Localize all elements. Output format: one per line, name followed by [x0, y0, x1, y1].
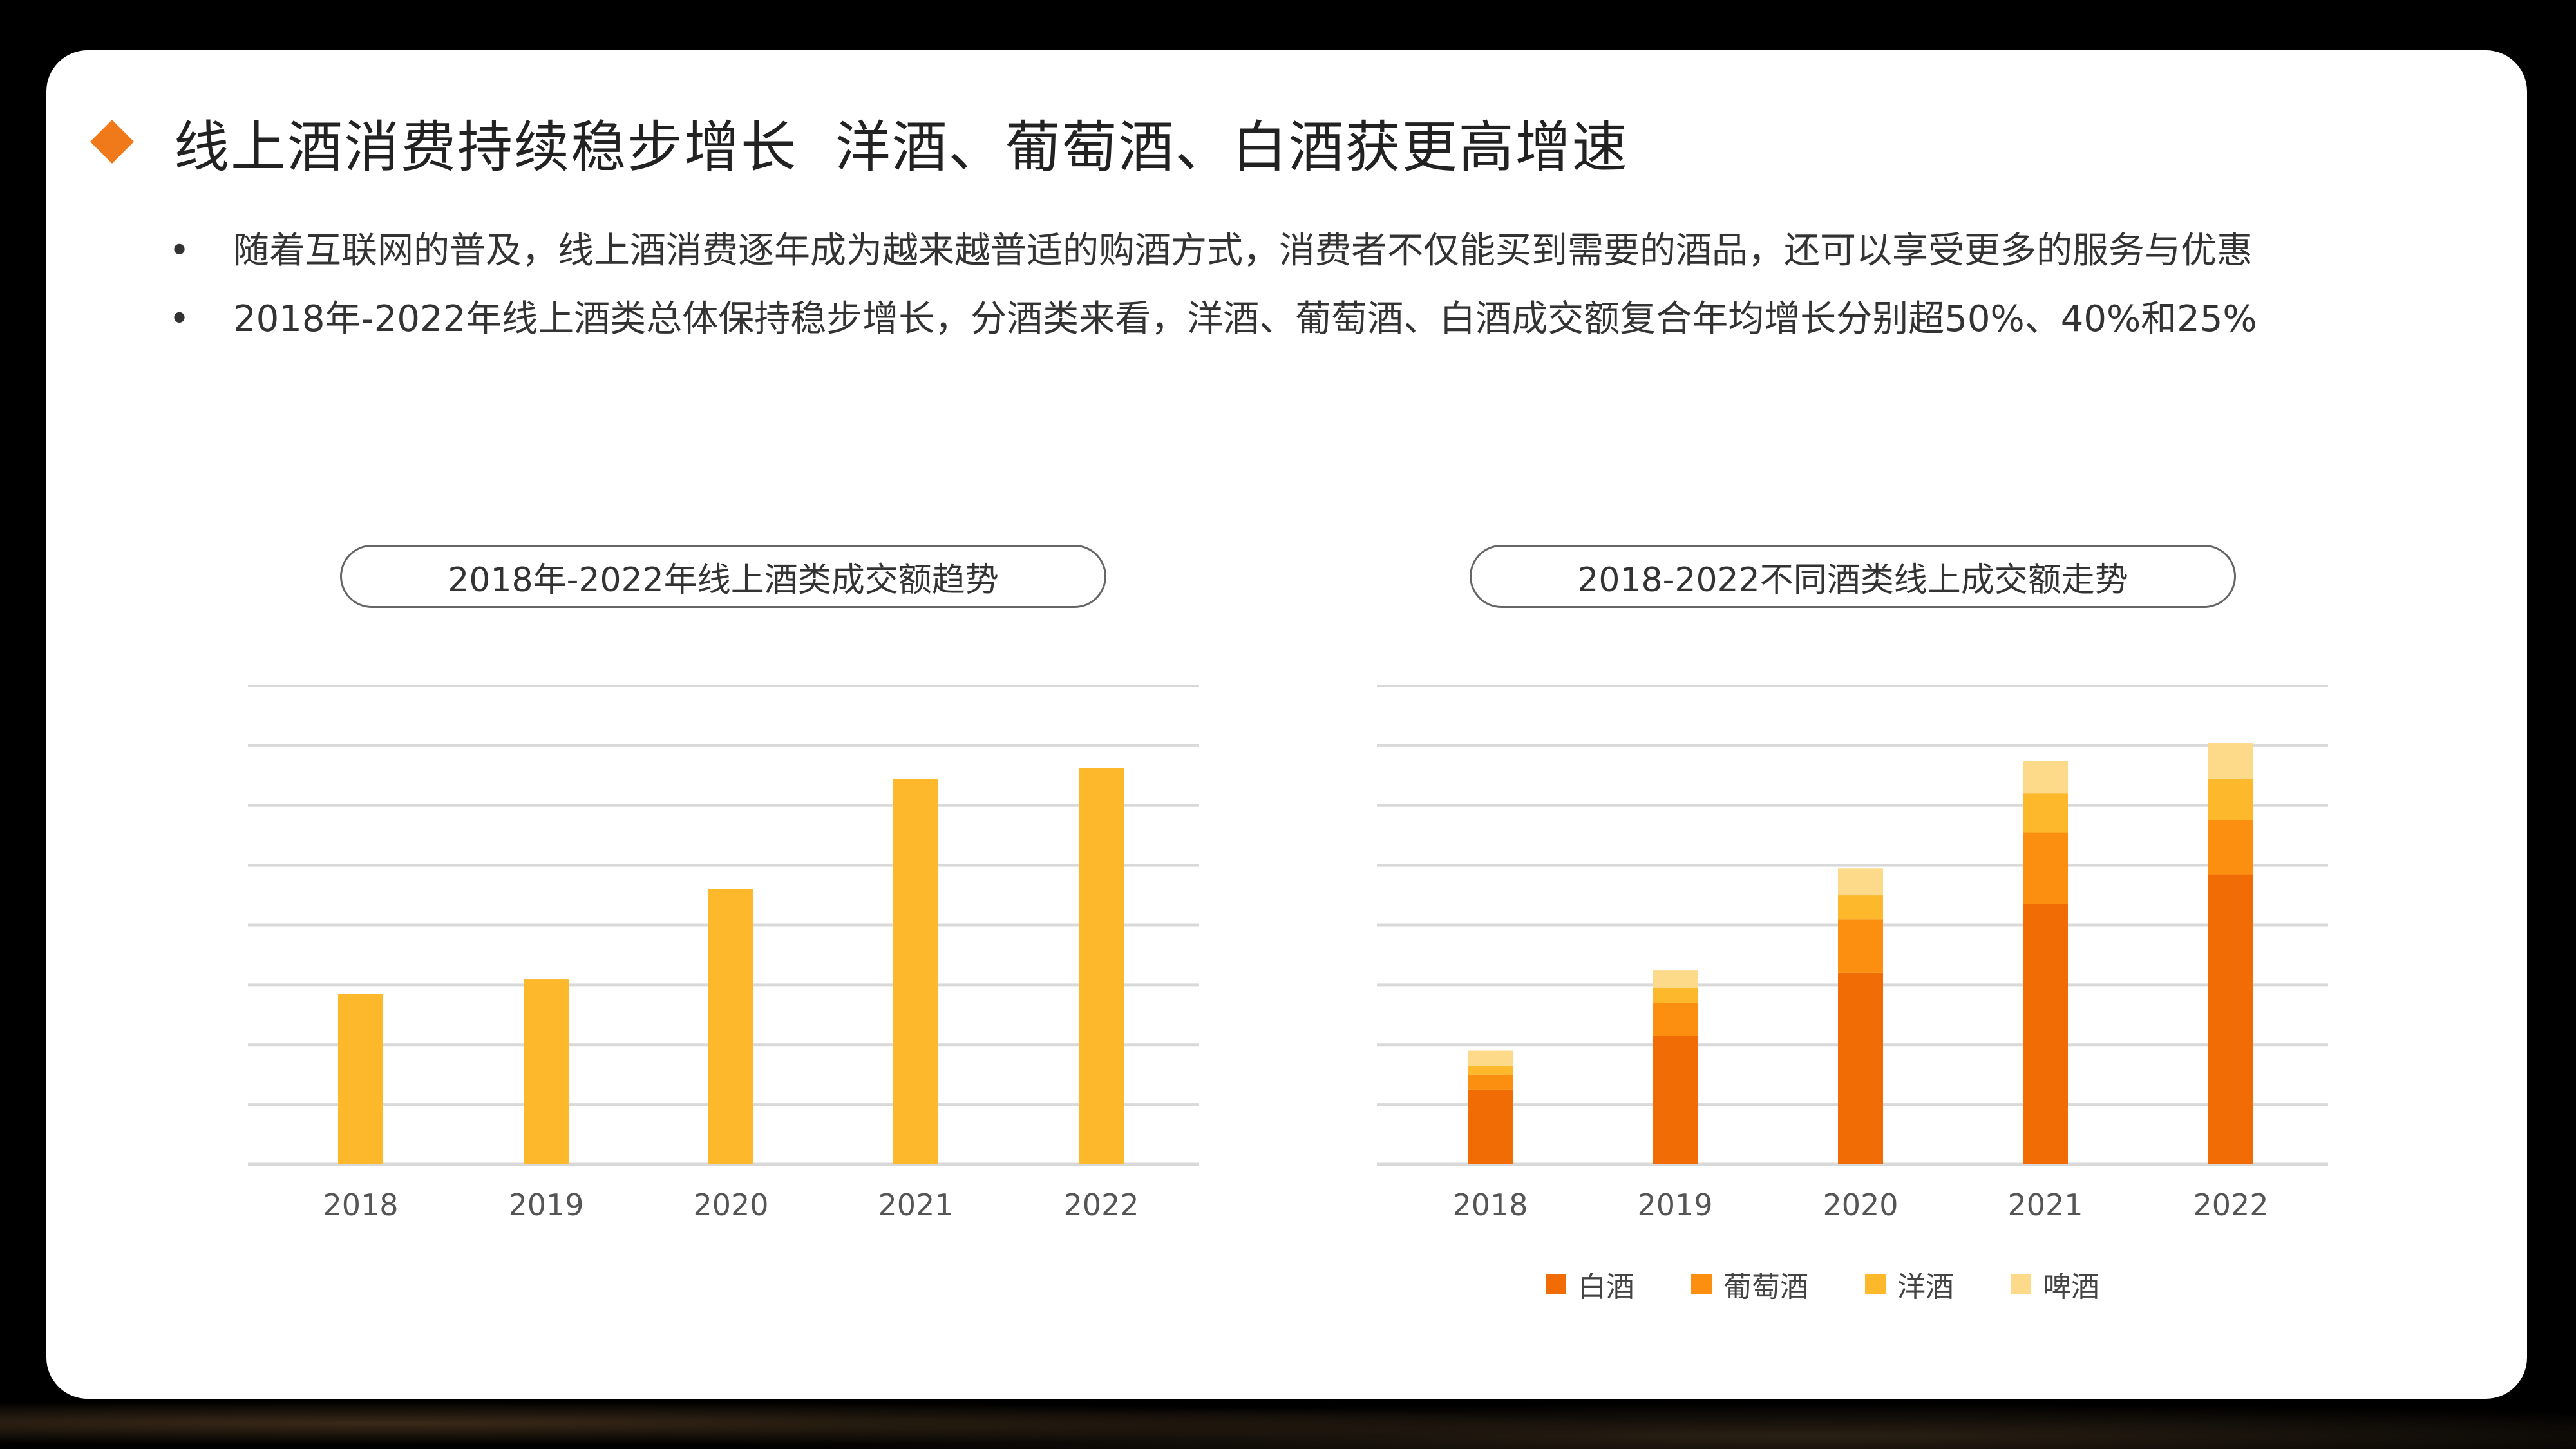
legend-label: 洋酒	[1897, 1271, 1954, 1303]
bullet-text: 2018年-2022年线上酒类总体保持稳步增长，分酒类来看，洋酒、葡萄酒、白酒成…	[233, 298, 2257, 340]
stacked-bar-segment	[1653, 988, 1698, 1003]
x-tick-label: 2018	[323, 1188, 398, 1222]
right-chart-legend: 白酒 葡萄酒 洋酒 啤酒	[1546, 1264, 2099, 1305]
bullet-dot-icon: •	[169, 298, 191, 340]
stacked-bar-segment	[1468, 1089, 1513, 1164]
stacked-bar-segment	[2023, 832, 2068, 904]
legend-label: 葡萄酒	[1723, 1271, 1808, 1303]
x-tick-label: 2019	[1637, 1188, 1712, 1222]
stacked-bar-segment	[2023, 793, 2068, 833]
legend-swatch	[1691, 1274, 1712, 1294]
bullet-item: • 2018年-2022年线上酒类总体保持稳步增长，分酒类来看，洋酒、葡萄酒、白…	[169, 286, 2436, 353]
stacked-bar-segment	[2208, 874, 2253, 1164]
stacked-bar-segment	[2023, 761, 2068, 794]
stacked-bar-segment	[1468, 1065, 1513, 1075]
bullet-text: 随着互联网的普及，线上酒消费逐年成为越来越普适的购酒方式，消费者不仅能买到需要的…	[233, 230, 2253, 272]
legend-item-white-liquor: 白酒	[1546, 1264, 1634, 1305]
bar	[524, 979, 569, 1164]
stacked-bar-segment	[2208, 820, 2253, 875]
stacked-bar-segment	[2023, 904, 2068, 1164]
slide-card	[46, 50, 2527, 1399]
bullet-item: • 随着互联网的普及，线上酒消费逐年成为越来越普适的购酒方式，消费者不仅能买到需…	[169, 218, 2436, 285]
bar	[1079, 768, 1124, 1164]
x-tick-label: 2019	[508, 1188, 583, 1222]
bullet-dot-icon: •	[169, 230, 191, 272]
bar	[893, 778, 938, 1164]
x-tick-label: 2018	[1452, 1188, 1528, 1222]
legend-item-wine: 葡萄酒	[1691, 1264, 1808, 1305]
stacked-bar-segment	[1838, 868, 1883, 896]
x-tick-label: 2021	[2007, 1188, 2083, 1222]
title-row: 线上酒消费持续稳步增长 洋酒、葡萄酒、白酒获更高增速	[90, 97, 1629, 187]
legend-swatch	[1865, 1274, 1886, 1294]
legend-label: 啤酒	[2043, 1271, 2099, 1303]
x-tick-label: 2022	[1063, 1188, 1139, 1222]
stacked-bar-segment	[1468, 1074, 1513, 1090]
x-tick-label: 2021	[878, 1188, 953, 1222]
legend-item-beer: 啤酒	[2011, 1264, 2099, 1305]
stacked-bar-segment	[1653, 1036, 1698, 1164]
bullet-list: • 随着互联网的普及，线上酒消费逐年成为越来越普适的购酒方式，消费者不仅能买到需…	[169, 218, 2436, 354]
slide-title: 线上酒消费持续稳步增长 洋酒、葡萄酒、白酒获更高增速	[174, 115, 1629, 180]
legend-swatch	[1546, 1274, 1566, 1294]
stacked-bar-segment	[1653, 1003, 1698, 1036]
legend-item-foreign-liquor: 洋酒	[1865, 1264, 1954, 1305]
stacked-bar-segment	[1838, 895, 1883, 920]
bar	[708, 889, 753, 1164]
left-chart-title: 2018年-2022年线上酒类成交额趋势	[340, 545, 1106, 608]
x-tick-label: 2020	[693, 1188, 768, 1222]
bar	[338, 994, 383, 1164]
stacked-bar-segment	[1838, 972, 1883, 1164]
stacked-bar-segment	[1468, 1050, 1513, 1066]
stacked-bar-segment	[2208, 778, 2253, 820]
x-tick-label: 2022	[2193, 1188, 2268, 1222]
stacked-bar-segment	[1838, 919, 1883, 973]
stacked-bar-segment	[1653, 970, 1698, 989]
legend-label: 白酒	[1578, 1271, 1634, 1303]
legend-swatch	[2011, 1274, 2031, 1294]
stacked-bar-segment	[2208, 743, 2253, 779]
x-tick-label: 2020	[1823, 1188, 1898, 1222]
right-chart-title: 2018-2022不同酒类线上成交额走势	[1470, 545, 2236, 608]
